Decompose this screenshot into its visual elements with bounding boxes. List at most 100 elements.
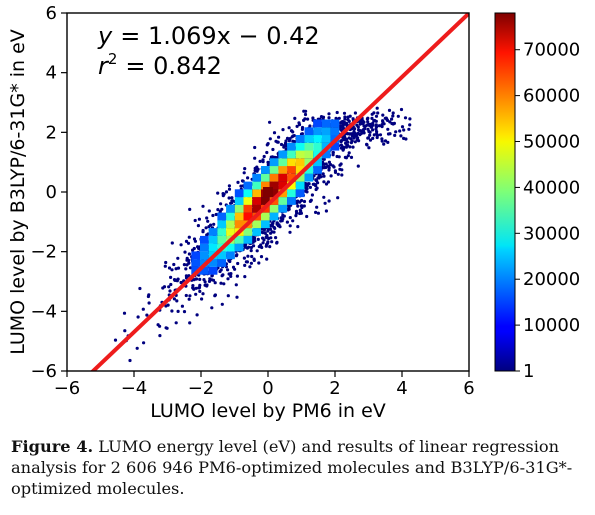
x-tick-label: 4 [396,378,407,399]
density-cell [252,220,261,229]
scatter-point [243,263,247,267]
density-cell [295,173,305,182]
scatter-point [206,219,210,223]
scatter-point [146,294,150,299]
scatter-point [339,143,343,147]
scatter-point [275,140,279,144]
density-cell [278,158,288,167]
scatter-point [252,257,256,261]
scatter-point [349,137,353,141]
scatter-point [234,283,238,287]
scatter-point [402,136,406,140]
scatter-point [235,295,239,299]
x-tick-label: −4 [121,378,148,399]
scatter-point [195,313,199,317]
scatter-point [194,292,198,296]
density-cell [313,135,322,143]
scatter-point [268,227,273,231]
scatter-point [175,299,179,303]
scatter-point [207,225,211,229]
scatter-point [368,133,372,137]
scatter-point [335,154,339,159]
scatter-point [366,116,370,120]
scatter-point [207,279,212,283]
scatter-point [220,207,224,211]
density-cell [243,189,253,198]
scatter-point [340,120,344,124]
scatter-point [363,124,367,128]
scatter-point [329,163,333,167]
density-cell [200,243,209,252]
scatter-point [266,229,270,233]
scatter-point [380,137,384,141]
colorbar-tick-label: 70000 [523,40,580,61]
scatter-point [220,302,224,306]
scatter-point [295,124,299,128]
scatter-point [343,115,347,119]
scatter-point [255,165,259,169]
scatter-point [323,201,327,205]
scatter-point [302,109,306,113]
scatter-point [240,179,245,183]
scatter-point [135,346,139,350]
density-cell [304,173,314,182]
scatter-point [197,285,202,290]
scatter-point [197,246,201,250]
scatter-point [340,168,344,172]
scatter-point [170,268,174,272]
x-tick-label: −6 [54,378,81,399]
scatter-point [296,204,300,208]
scatter-point [335,110,339,115]
x-axis-label: LUMO level by PM6 in eV [150,400,386,422]
density-cell [252,228,261,236]
x-tick-label: 0 [262,378,273,399]
scatter-point [250,254,254,259]
scatter-point [207,209,211,213]
scatter-point [253,156,257,160]
density-cell [330,119,340,128]
scatter-point [374,125,379,129]
density-cell [295,189,305,198]
scatter-point [353,127,357,131]
scatter-point [257,261,261,265]
scatter-point [182,310,187,314]
scatter-point [321,172,325,176]
scatter-point [182,263,186,267]
scatter-point [376,111,380,115]
scatter-point [366,127,370,131]
scatter-point [399,134,403,138]
scatter-point [347,151,351,155]
scatter-point [370,112,374,116]
scatter-point [324,162,328,166]
scatter-point [261,241,265,245]
scatter-point [208,277,212,281]
scatter-point [381,113,385,117]
scatter-point [186,258,191,262]
scatter-point [286,207,290,211]
scatter-point [167,285,171,289]
scatter-point [327,160,331,164]
scatter-point [353,111,357,115]
scatter-point [268,245,272,249]
scatter-point [221,273,225,277]
density-cell [217,228,227,236]
scatter-point [201,204,205,208]
scatter-point [322,195,326,199]
scatter-point [172,262,176,267]
scatter-point [169,282,173,287]
scatter-point [304,183,308,187]
scatter-point [297,123,302,127]
scatter-point [196,224,200,228]
density-cell [261,181,270,190]
density-cell [191,259,200,267]
scatter-point [375,106,379,110]
density-cell [217,259,227,267]
scatter-point [197,217,201,221]
caption-text: LUMO energy level (eV) and results of li… [11,437,573,498]
scatter-point [353,140,357,144]
scatter-point [281,128,285,132]
scatter-point [204,283,208,287]
density-cell [261,220,270,229]
scatter-point [383,139,388,143]
scatter-point [226,277,230,281]
